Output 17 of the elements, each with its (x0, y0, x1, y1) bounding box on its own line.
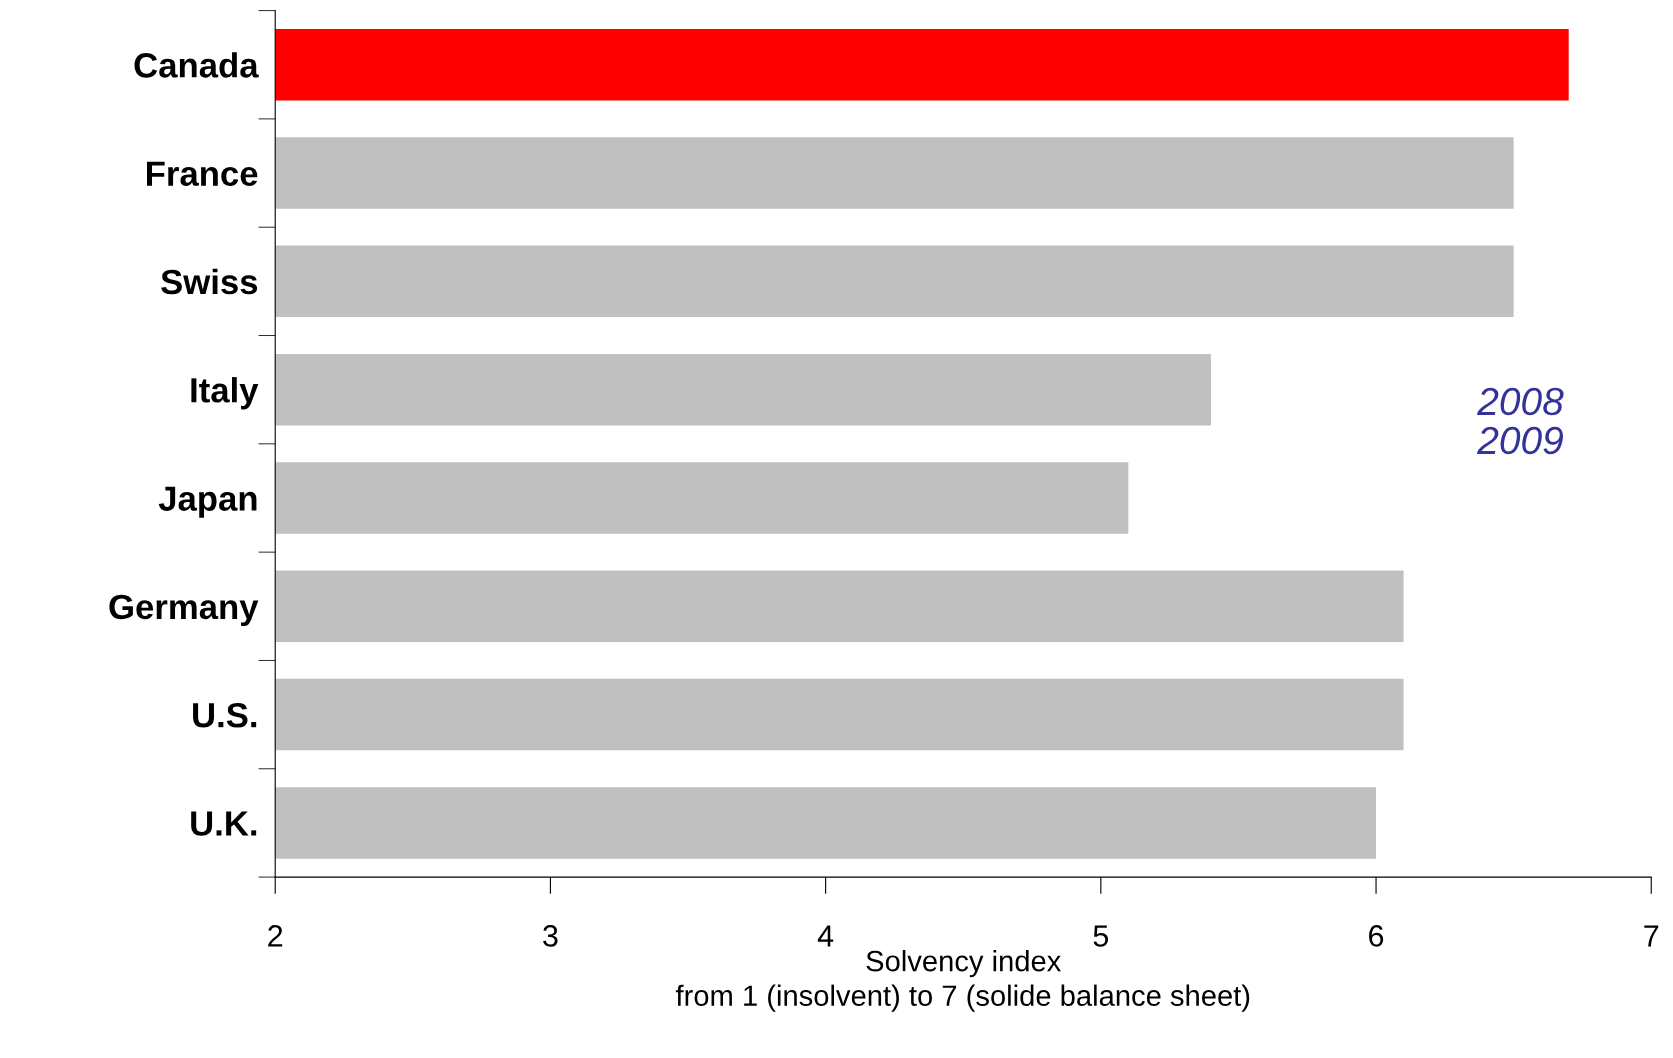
y-tick-label: Japan (158, 486, 257, 518)
y-tick-label: France (147, 161, 258, 186)
x-tick-label: 5 (1093, 925, 1109, 947)
x-axis-title: Solvency index from 1 (insolvent) to 7 (solide balance sheet) (675, 950, 1250, 1012)
x-tick-label: 7 (1644, 925, 1659, 947)
x-tick-label: 4 (817, 925, 834, 947)
y-tick-label: Canada (134, 52, 259, 78)
annotation: 2009 (1477, 426, 1563, 455)
y-tick-label: U.K. (191, 811, 257, 836)
x-tick-label: 2 (268, 925, 283, 947)
x-tick-label: 6 (1369, 925, 1384, 947)
y-tick-label: Swiss (161, 268, 258, 295)
x-tick-label: 3 (543, 925, 558, 947)
y-tick-label: U.S. (193, 702, 257, 728)
annotation: 2008 (1477, 387, 1564, 416)
y-tick-label: Germany (109, 594, 259, 627)
y-tick-label: Italy (191, 377, 259, 410)
